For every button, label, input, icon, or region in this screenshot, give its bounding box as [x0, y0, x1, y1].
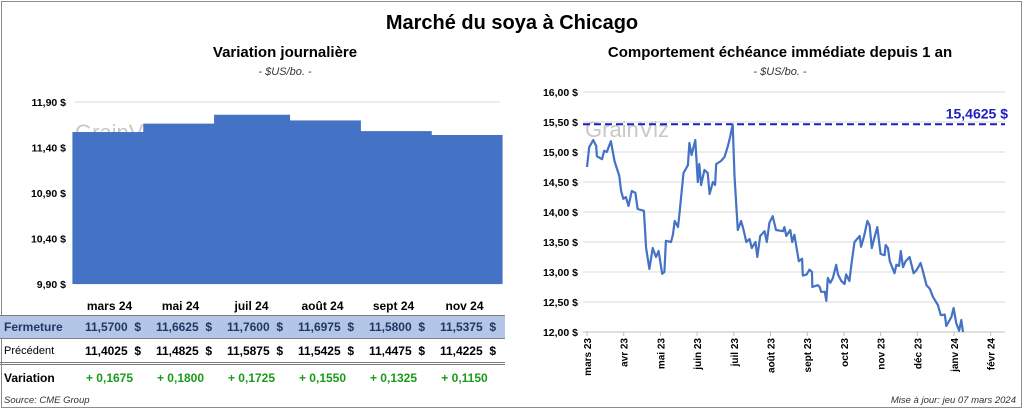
y-tick-label: 13,50 $ — [543, 237, 578, 249]
table-cell: + 0,1150 — [441, 371, 488, 385]
x-tick-label: sept 23 — [803, 338, 814, 373]
y-tick-label: 14,00 $ — [543, 207, 578, 219]
table-cell: 11,7600 $ — [226, 320, 283, 334]
table-cell: + 0,1325 — [369, 371, 418, 385]
page-title: Marché du soya à Chicago — [385, 12, 639, 34]
month-header: mars 24 — [86, 299, 133, 313]
table-header-row: mars 24 mai 24 juil 24 août 24 sept 24 n… — [0, 297, 505, 315]
source-note: Source: CME Group — [4, 395, 90, 406]
x-tick-label: juil 23 — [730, 338, 741, 368]
y-tick-label: 12,00 $ — [543, 327, 578, 339]
table-cell: 11,5700 $ — [84, 320, 141, 334]
bar — [426, 134, 503, 284]
table-row-precedent: Précédent 11,4025 $ 11,4825 $ 11,5875 $ … — [0, 339, 505, 365]
x-tick-label: juin 23 — [693, 338, 704, 371]
update-date: Mise à jour: jeu 07 mars 2024 — [890, 395, 1016, 406]
y-tick-label: 10,40 $ — [31, 234, 66, 246]
row-label: Variation — [4, 371, 55, 385]
month-header: nov 24 — [445, 299, 484, 313]
price-line — [585, 123, 965, 332]
x-tick-label: janv 24 — [950, 338, 961, 373]
table-cell: 11,5375 $ — [439, 320, 496, 334]
bar-chart-unit: - $US/bo. - — [258, 66, 312, 78]
y-tick-label: 15,00 $ — [543, 147, 578, 159]
x-tick-label: avr 23 — [620, 338, 631, 367]
table-row-variation: Variation + 0,1675 + 0,1800 + 0,1725 + 0… — [0, 365, 505, 391]
bar — [143, 123, 220, 284]
x-tick-label: août 23 — [767, 338, 778, 373]
table-cell: 11,5800 $ — [368, 320, 425, 334]
y-tick-label: 16,00 $ — [543, 87, 578, 99]
table-cell: 11,4225 $ — [439, 343, 496, 358]
month-header: sept 24 — [372, 299, 415, 313]
table-cell: 11,6975 $ — [297, 320, 354, 334]
x-tick-label: nov 23 — [877, 338, 888, 370]
line-chart-unit: - $US/bo. - — [753, 66, 807, 78]
table-cell: + 0,1725 — [227, 371, 276, 385]
table-cell: + 0,1800 — [156, 371, 205, 385]
table-cell: 11,4475 $ — [368, 343, 425, 358]
bar — [355, 131, 432, 284]
x-tick-label: déc 23 — [913, 338, 924, 370]
bar-chart-title: Variation journalière — [212, 44, 358, 61]
table-cell: + 0,1550 — [298, 371, 347, 385]
row-label: Précédent — [4, 344, 55, 357]
table-row-fermeture: Fermeture 11,5700 $ 11,6625 $ 11,7600 $ … — [0, 315, 505, 339]
x-tick-label: mai 23 — [656, 338, 667, 370]
month-header: mai 24 — [161, 299, 200, 313]
table-cell: 11,6625 $ — [155, 320, 212, 334]
x-tick-label: oct 23 — [840, 338, 851, 367]
table-cell: 11,5425 $ — [297, 343, 354, 358]
row-label: Fermeture — [4, 320, 63, 334]
y-tick-label: 13,00 $ — [543, 267, 578, 279]
y-tick-label: 11,90 $ — [32, 97, 67, 109]
y-tick-label: 14,50 $ — [543, 177, 578, 189]
line-chart-title: Comportement échéance immédiate depuis 1… — [607, 44, 953, 61]
y-tick-label: 10,90 $ — [31, 188, 66, 200]
x-tick-label: févr 24 — [987, 338, 998, 371]
month-header: août 24 — [301, 299, 344, 313]
y-tick-label: 12,50 $ — [543, 297, 578, 309]
y-tick-label: 9,90 $ — [37, 279, 66, 291]
y-tick-label: 11,40 $ — [32, 143, 67, 155]
y-tick-label: 15,50 $ — [543, 117, 578, 129]
bar — [72, 132, 149, 284]
table-cell: + 0,1675 — [85, 371, 134, 385]
price-table: mars 24 mai 24 juil 24 août 24 sept 24 n… — [0, 297, 505, 391]
watermark-logo: GrainViz — [585, 117, 669, 142]
bar — [214, 114, 291, 285]
bar — [284, 120, 361, 285]
table-cell: 11,4025 $ — [84, 343, 141, 358]
x-tick-label: mars 23 — [583, 338, 594, 376]
month-header: juil 24 — [234, 299, 269, 313]
table-cell: 11,4825 $ — [155, 343, 212, 358]
max-price-label: 15,4625 $ — [946, 105, 1008, 121]
table-cell: 11,5875 $ — [226, 343, 283, 358]
